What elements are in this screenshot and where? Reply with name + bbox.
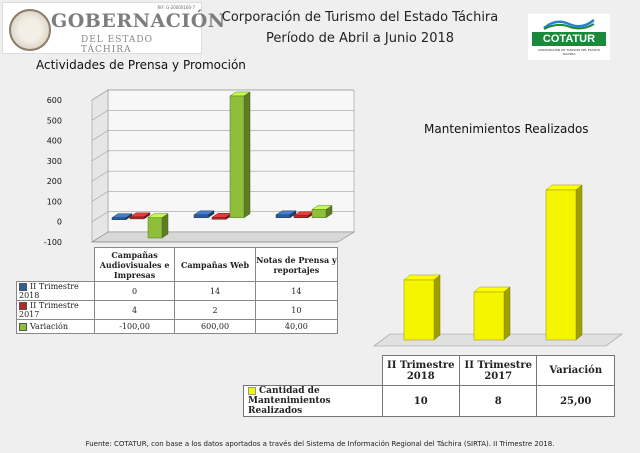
logo-word: COTATUR [532, 32, 606, 46]
chart1-side-wall [91, 89, 109, 243]
table-cell: 14 [254, 281, 339, 301]
table-cell: 10 [254, 300, 339, 320]
legend-swatch-icon [19, 323, 27, 331]
chart2-plot [373, 184, 623, 347]
table-cell: 2 [174, 300, 256, 320]
y-tick-label: 600 [47, 96, 62, 105]
chart1-plot: 600 500 400 300 200 100 0 -100 [44, 89, 356, 247]
y-tick-label: 300 [47, 157, 62, 166]
legend-label: II Trimestre 2018 [19, 282, 79, 300]
chart1-bar-front [129, 216, 145, 220]
table-cell: 10 [381, 385, 461, 417]
chart1-bar-side [243, 91, 251, 219]
logo-rif-text: RIF: G-20000160-7 [157, 5, 195, 10]
chart2-bar-side [503, 286, 511, 341]
chart1-category-1: Campañas Audiovisuales e Impresas [93, 247, 176, 282]
chart1-bar-front [193, 214, 209, 218]
chart1-bar [275, 210, 297, 219]
chart2-bar [545, 184, 583, 341]
chart1-bar [129, 212, 151, 220]
legend-swatch-icon [248, 386, 256, 395]
y-tick-label: 100 [47, 197, 62, 206]
chart1-data-table: Campañas Audiovisuales e Impresas Campañ… [16, 247, 339, 334]
chart2-legend: Cantidad de Mantenimientos Realizados [243, 385, 383, 417]
chart1-bar-front [147, 217, 163, 239]
table-cell: 40,00 [254, 319, 339, 334]
table-cell: 4 [93, 300, 176, 320]
chart1-floor [90, 231, 356, 243]
chart1-bar-front [275, 214, 291, 218]
chart2-bar-front [473, 291, 505, 341]
legend-label: Cantidad de Mantenimientos Realizados [248, 386, 331, 416]
legend-swatch-icon [19, 283, 27, 291]
table-cell: 8 [458, 385, 538, 417]
chart1-bar-front [111, 217, 127, 220]
chart2-bar-side [575, 184, 583, 341]
legend-label: Variación [30, 322, 68, 331]
mountain-wave-icon [543, 19, 595, 30]
chart1-title: Actividades de Prensa y Promoción [36, 58, 246, 72]
chart1-bar-front [311, 209, 327, 218]
gridline [91, 150, 354, 162]
chart1-bar [193, 210, 215, 219]
logo-sub: CORPORACIÓN DE TURISMO DEL ESTADO TÁCHIR… [537, 48, 601, 56]
chart1-bar-side [161, 213, 169, 239]
chart2-bar [403, 274, 441, 341]
chart2-category-2: II Trimestre 2017 [458, 355, 538, 386]
table-cell: 0 [93, 281, 176, 301]
table-cell: -100,00 [93, 319, 176, 334]
chart1-bar [111, 213, 133, 221]
chart1-bar-front [229, 95, 245, 218]
chart1-category-2: Campañas Web [174, 247, 256, 282]
chart2-bar-front [545, 189, 577, 341]
table-cell: 14 [174, 281, 256, 301]
chart2-bar-side [433, 274, 441, 341]
gridline [91, 191, 354, 202]
chart2-bar [473, 286, 511, 341]
table-cell: 600,00 [174, 319, 256, 334]
chart2-data-table: II Trimestre 2018 II Trimestre 2017 Vari… [243, 355, 615, 417]
legend-series-2017: II Trimestre 2017 [16, 300, 95, 320]
legend-swatch-icon [19, 302, 27, 310]
cotatur-logo: COTATUR CORPORACIÓN DE TURISMO DEL ESTAD… [528, 14, 610, 60]
y-tick-label: 500 [47, 116, 62, 125]
logo-line-2: DEL ESTADO TÁCHIRA [81, 35, 153, 55]
y-tick-label: 400 [47, 137, 62, 146]
chart1-bar-front [293, 215, 309, 218]
y-tick-label: 200 [47, 177, 62, 186]
gridline [91, 110, 354, 121]
chart1-bar [311, 205, 333, 219]
gridline [91, 130, 354, 141]
chart1-bar [229, 91, 251, 219]
page-subtitle: Período de Abril a Junio 2018 [265, 31, 455, 46]
logo-line-1: GOBERNACIÓN [51, 10, 226, 32]
legend-series-2018: II Trimestre 2018 [16, 281, 95, 301]
y-tick-label: -100 [44, 238, 62, 247]
legend-label: II Trimestre 2017 [19, 301, 79, 319]
gobernacion-logo: RIF: G-20000160-7 GOBERNACIÓN DEL ESTADO… [2, 2, 225, 55]
gridline [91, 170, 354, 182]
legend-series-variacion: Variación [16, 319, 95, 334]
coat-of-arms-icon [9, 9, 51, 51]
page-title: Corporación de Turismo del Estado Táchir… [221, 10, 499, 25]
source-footnote: Fuente: COTATUR, con base a los datos ap… [85, 440, 555, 448]
chart1-bar [147, 213, 169, 239]
chart2-title: Mantenimientos Realizados [424, 122, 589, 136]
gridline [91, 89, 354, 101]
chart1-bar-front [211, 217, 227, 220]
chart2-bar-front [403, 279, 435, 341]
chart2-category-3: Variación [536, 355, 615, 386]
y-tick-label: 0 [57, 218, 62, 227]
gridline [91, 211, 354, 222]
chart2-category-1: II Trimestre 2018 [381, 355, 461, 386]
table-cell: 25,00 [536, 385, 615, 417]
chart1-category-3: Notas de Prensa y reportajes [254, 247, 339, 282]
